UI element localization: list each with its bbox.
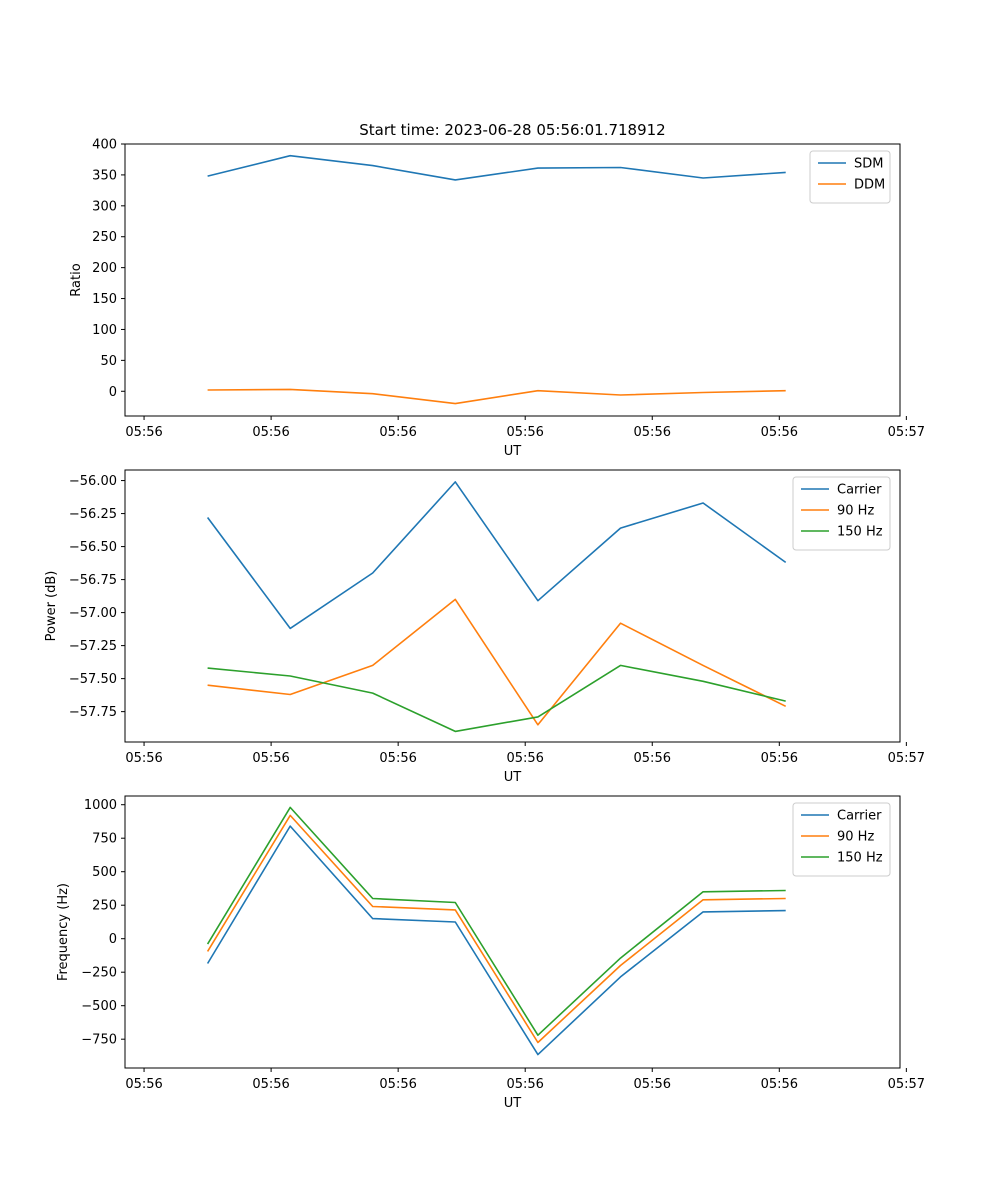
x-axis-label: UT — [504, 1096, 522, 1111]
y-tick-label: 200 — [92, 261, 117, 276]
series-line-carrier — [206, 825, 786, 1056]
legend-label: DDM — [854, 178, 885, 193]
legend-label: Carrier — [837, 483, 882, 498]
chart-title: Start time: 2023-06-28 05:56:01.718912 — [359, 121, 665, 139]
legend-label: 90 Hz — [837, 504, 874, 519]
legend-label: Carrier — [837, 809, 882, 824]
x-tick-label: 05:56 — [634, 425, 671, 440]
legend-label: 150 Hz — [837, 851, 883, 866]
x-axis-label: UT — [504, 444, 522, 459]
x-tick-label: 05:57 — [888, 425, 925, 440]
y-tick-label: 0 — [109, 932, 117, 947]
legend: SDM DDM — [809, 150, 891, 204]
series-line-ddm — [207, 388, 786, 405]
x-tick-label: 05:56 — [634, 1077, 671, 1092]
y-axis-label: Frequency (Hz) — [56, 883, 71, 981]
x-tick-label: 05:56 — [634, 751, 671, 766]
x-tick-label: 05:56 — [506, 751, 543, 766]
chart-panel-3: 05:56 05:56 05:56 05:56 05:56 05:56 05:57 −750 −… — [56, 795, 925, 1111]
x-tick-label: 05:57 — [888, 751, 925, 766]
series-lines — [206, 481, 787, 733]
x-tick-label: 05:56 — [506, 425, 543, 440]
x-tick-label: 05:57 — [888, 1077, 925, 1092]
x-tick-label: 05:56 — [252, 1077, 289, 1092]
x-tick-label: 05:56 — [379, 1077, 416, 1092]
chart-panel-2: 05:56 05:56 05:56 05:56 05:56 05:56 05:57 −57.7… — [44, 469, 925, 785]
x-tick-label: 05:56 — [125, 751, 162, 766]
y-tick-label: −250 — [81, 966, 117, 981]
x-tick-label: 05:56 — [761, 425, 798, 440]
y-tick-label: 350 — [92, 168, 117, 183]
series-line-carrier — [206, 481, 787, 630]
y-tick-label: −56.25 — [69, 507, 117, 522]
y-tick-label: −56.00 — [69, 474, 117, 489]
plot-frame — [124, 795, 901, 1069]
series-lines — [207, 154, 786, 405]
x-tick-label: 05:56 — [379, 751, 416, 766]
y-tick-label: −57.75 — [69, 705, 117, 720]
x-tick-label: 05:56 — [506, 1077, 543, 1092]
series-line-90-hz — [207, 598, 787, 726]
y-tick-label: 250 — [92, 899, 117, 914]
plot-frame — [124, 143, 901, 417]
y-tick-label: −57.25 — [69, 639, 117, 654]
chart-panels: 05:56 05:56 05:56 05:56 05:56 05:56 05:57 0 50 10… — [44, 121, 925, 1111]
y-tick-label: −750 — [81, 1033, 117, 1048]
x-tick-label: 05:56 — [252, 751, 289, 766]
y-tick-label: −500 — [81, 999, 117, 1014]
y-axis-label: Power (dB) — [44, 571, 59, 642]
chart-panel-1: 05:56 05:56 05:56 05:56 05:56 05:56 05:57 0 50 10… — [69, 121, 925, 459]
y-tick-label: −57.50 — [69, 672, 117, 687]
series-line-sdm — [207, 154, 786, 181]
legend-label: 150 Hz — [837, 525, 883, 540]
series-line-90-hz — [206, 814, 786, 1044]
y-tick-label: 50 — [100, 354, 117, 369]
legend-box — [809, 150, 891, 204]
y-tick-label: 0 — [109, 385, 117, 400]
y-tick-label: 150 — [92, 292, 117, 307]
x-tick-label: 05:56 — [761, 1077, 798, 1092]
plot-frame — [124, 469, 901, 743]
x-tick-label: 05:56 — [761, 751, 798, 766]
y-tick-label: −56.50 — [69, 540, 117, 555]
legend: Carrier 90 Hz 150 Hz — [792, 476, 891, 551]
legend-label: 90 Hz — [837, 830, 874, 845]
series-line-150-hz — [206, 806, 786, 1036]
y-tick-label: −57.00 — [69, 606, 117, 621]
legend: Carrier 90 Hz 150 Hz — [792, 802, 891, 877]
y-tick-label: 750 — [92, 832, 117, 847]
y-tick-label: 300 — [92, 199, 117, 214]
x-tick-label: 05:56 — [125, 1077, 162, 1092]
y-tick-label: 400 — [92, 138, 117, 153]
series-lines — [206, 806, 786, 1056]
y-tick-label: 1000 — [84, 798, 117, 813]
legend-label: SDM — [854, 157, 883, 172]
y-tick-label: 100 — [92, 323, 117, 338]
y-axis-label: Ratio — [69, 263, 84, 296]
y-tick-label: 250 — [92, 230, 117, 245]
y-tick-label: 500 — [92, 865, 117, 880]
series-line-150-hz — [207, 664, 786, 733]
x-tick-label: 05:56 — [252, 425, 289, 440]
y-tick-label: −56.75 — [69, 573, 117, 588]
x-tick-label: 05:56 — [125, 425, 162, 440]
x-axis-label: UT — [504, 770, 522, 785]
x-tick-label: 05:56 — [379, 425, 416, 440]
